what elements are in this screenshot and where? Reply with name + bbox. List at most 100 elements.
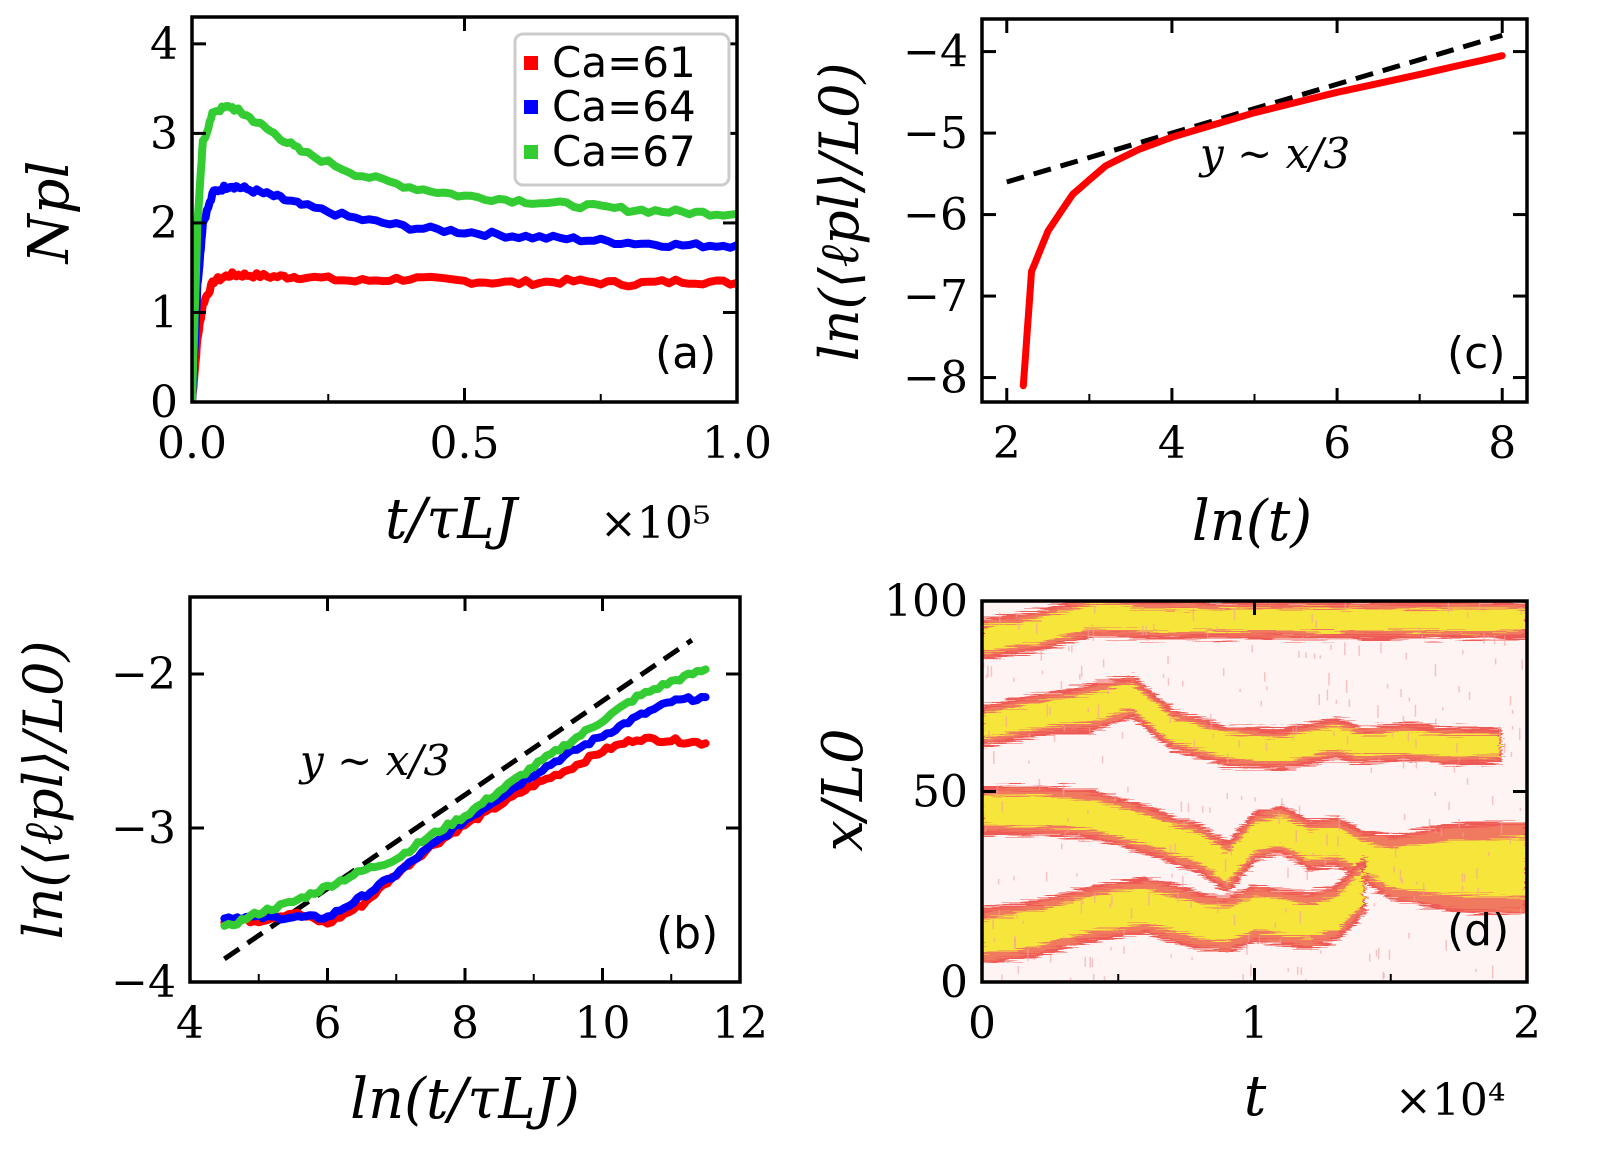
heatmap-noise-speck [1278,812,1280,824]
heatmap-noise-speck [1239,689,1241,692]
heatmap-noise-speck [1061,681,1063,689]
heatmap-noise-speck [999,910,1001,918]
heatmap-noise-speck [1336,700,1338,704]
heatmap-noise-speck [1512,710,1514,714]
heatmap-noise-speck [1292,727,1294,740]
heatmap-noise-speck [1142,626,1144,636]
heatmap-noise-speck [1476,868,1478,879]
heatmap-noise-speck [1314,653,1316,659]
heatmap-noise-speck [1275,922,1277,928]
heatmap-noise-speck [1266,686,1268,690]
panel-b-series-ca-64 [224,697,705,920]
heatmap-noise-speck [1226,879,1228,885]
legend-entry-ca64: Ca=64 [552,82,696,131]
heatmap-noise-speck [1462,886,1464,892]
panel-a-ytick-label: 3 [150,108,178,159]
heatmap-noise-speck [1288,968,1290,972]
heatmap-noise-speck [1296,723,1298,735]
heatmap-noise-speck [1435,719,1437,730]
heatmap-noise-speck [1148,894,1150,906]
heatmap-noise-speck [1103,659,1105,667]
heatmap-noise-speck [1107,687,1109,694]
heatmap-noise-speck [1111,896,1113,906]
panel-c-ylabel: ln(⟨ℓpl⟩/L0) [808,62,871,361]
heatmap-noise-speck [1296,830,1298,842]
heatmap-noise-speck [1316,620,1318,628]
panel-b-xtick-label: 10 [575,998,631,1049]
heatmap-noise-speck [1209,807,1211,813]
heatmap-noise-speck [1168,678,1170,686]
heatmap-noise-speck [1456,743,1458,753]
panel-c-xtick-label: 6 [1323,418,1351,469]
heatmap-noise-speck [1242,974,1244,986]
panel-d-ylabel: x/L0 [811,728,876,851]
panel-d-xtick-label: 0 [968,998,996,1049]
heatmap-noise-speck [1416,881,1418,884]
heatmap-noise-speck [1088,629,1090,640]
heatmap-noise-speck [999,613,1001,625]
heatmap-noise-speck [1227,753,1229,764]
panel-b-ylabel: ln(⟨ℓpl⟩/L0) [12,640,75,939]
heatmap-noise-speck [1442,707,1444,710]
heatmap-noise-speck [1374,903,1376,906]
heatmap-noise-speck [1041,651,1043,661]
heatmap-noise-speck [1013,876,1015,880]
heatmap-noise-speck [1171,954,1173,958]
heatmap-noise-speck [1307,871,1309,880]
heatmap-noise-speck [1319,694,1321,705]
heatmap-noise-speck [1266,743,1268,751]
heatmap-noise-speck [1054,734,1056,741]
heatmap-noise-speck [1358,645,1360,655]
panel-a-xtick-label: 1.0 [702,418,772,469]
heatmap-noise-speck [1102,756,1104,763]
heatmap-noise-speck [985,821,987,832]
heatmap-noise-speck [1061,843,1063,849]
panel-c-ytick-label: −8 [903,353,968,404]
heatmap-noise-speck [1312,614,1314,622]
heatmap-noise-speck [1435,664,1437,676]
heatmap-noise-speck [1213,733,1215,737]
heatmap-noise-speck [993,751,995,764]
heatmap-noise-speck [1469,692,1471,700]
heatmap-noise-speck [1039,779,1041,790]
heatmap-noise-speck [1016,613,1018,618]
heatmap-noise-speck [1520,607,1522,615]
heatmap-noise-speck [1047,704,1049,717]
heatmap-noise-speck [1464,874,1466,882]
heatmap-noise-speck [1312,853,1314,857]
panel-a-ylabel: Npl [17,161,82,266]
heatmap-noise-speck [1067,829,1069,833]
panel-a: 0.0 0.5 1.0 0 1 2 3 4 Ca=61 Ca=64 Ca=67 (a) t/τ… [17,17,772,552]
heatmap-noise-speck [1467,612,1469,618]
heatmap-noise-speck [1409,698,1411,702]
heatmap-noise-speck [1520,908,1522,915]
legend-entry-ca61: Ca=61 [552,38,696,87]
panel-d: 0 1 2 0 50 100 (d) t ×10⁴ x/L0 [811,576,1541,1129]
heatmap-noise-speck [1402,878,1404,884]
heatmap-noise-speck [1378,758,1380,763]
panel-b-plot-area [224,640,705,959]
panel-c-xtick-label: 2 [993,418,1021,469]
heatmap-noise-speck [1085,957,1087,967]
heatmap-noise-speck [1013,678,1015,683]
heatmap-noise-speck [1036,623,1038,634]
heatmap-noise-speck [1458,763,1460,766]
heatmap-noise-speck [1280,939,1282,945]
heatmap-noise-speck [1259,936,1261,942]
heatmap-noise-speck [1049,707,1051,715]
heatmap-noise-speck [1475,969,1477,972]
heatmap-noise-speck [1522,660,1524,670]
heatmap-noise-speck [1459,757,1461,761]
heatmap-noise-speck [1389,950,1391,960]
heatmap-noise-speck [1377,705,1379,718]
heatmap-noise-speck [1089,727,1091,735]
heatmap-noise-speck [992,919,994,929]
heatmap-noise-speck [1337,836,1339,847]
heatmap-noise-speck [1376,950,1378,957]
heatmap-noise-speck [1079,674,1081,680]
heatmap-noise-speck [1234,609,1236,621]
heatmap-noise-speck [1492,796,1494,805]
heatmap-noise-speck [1019,705,1021,710]
panel-a-label: (a) [655,328,716,379]
panel-a-ytick-label: 2 [150,198,178,249]
